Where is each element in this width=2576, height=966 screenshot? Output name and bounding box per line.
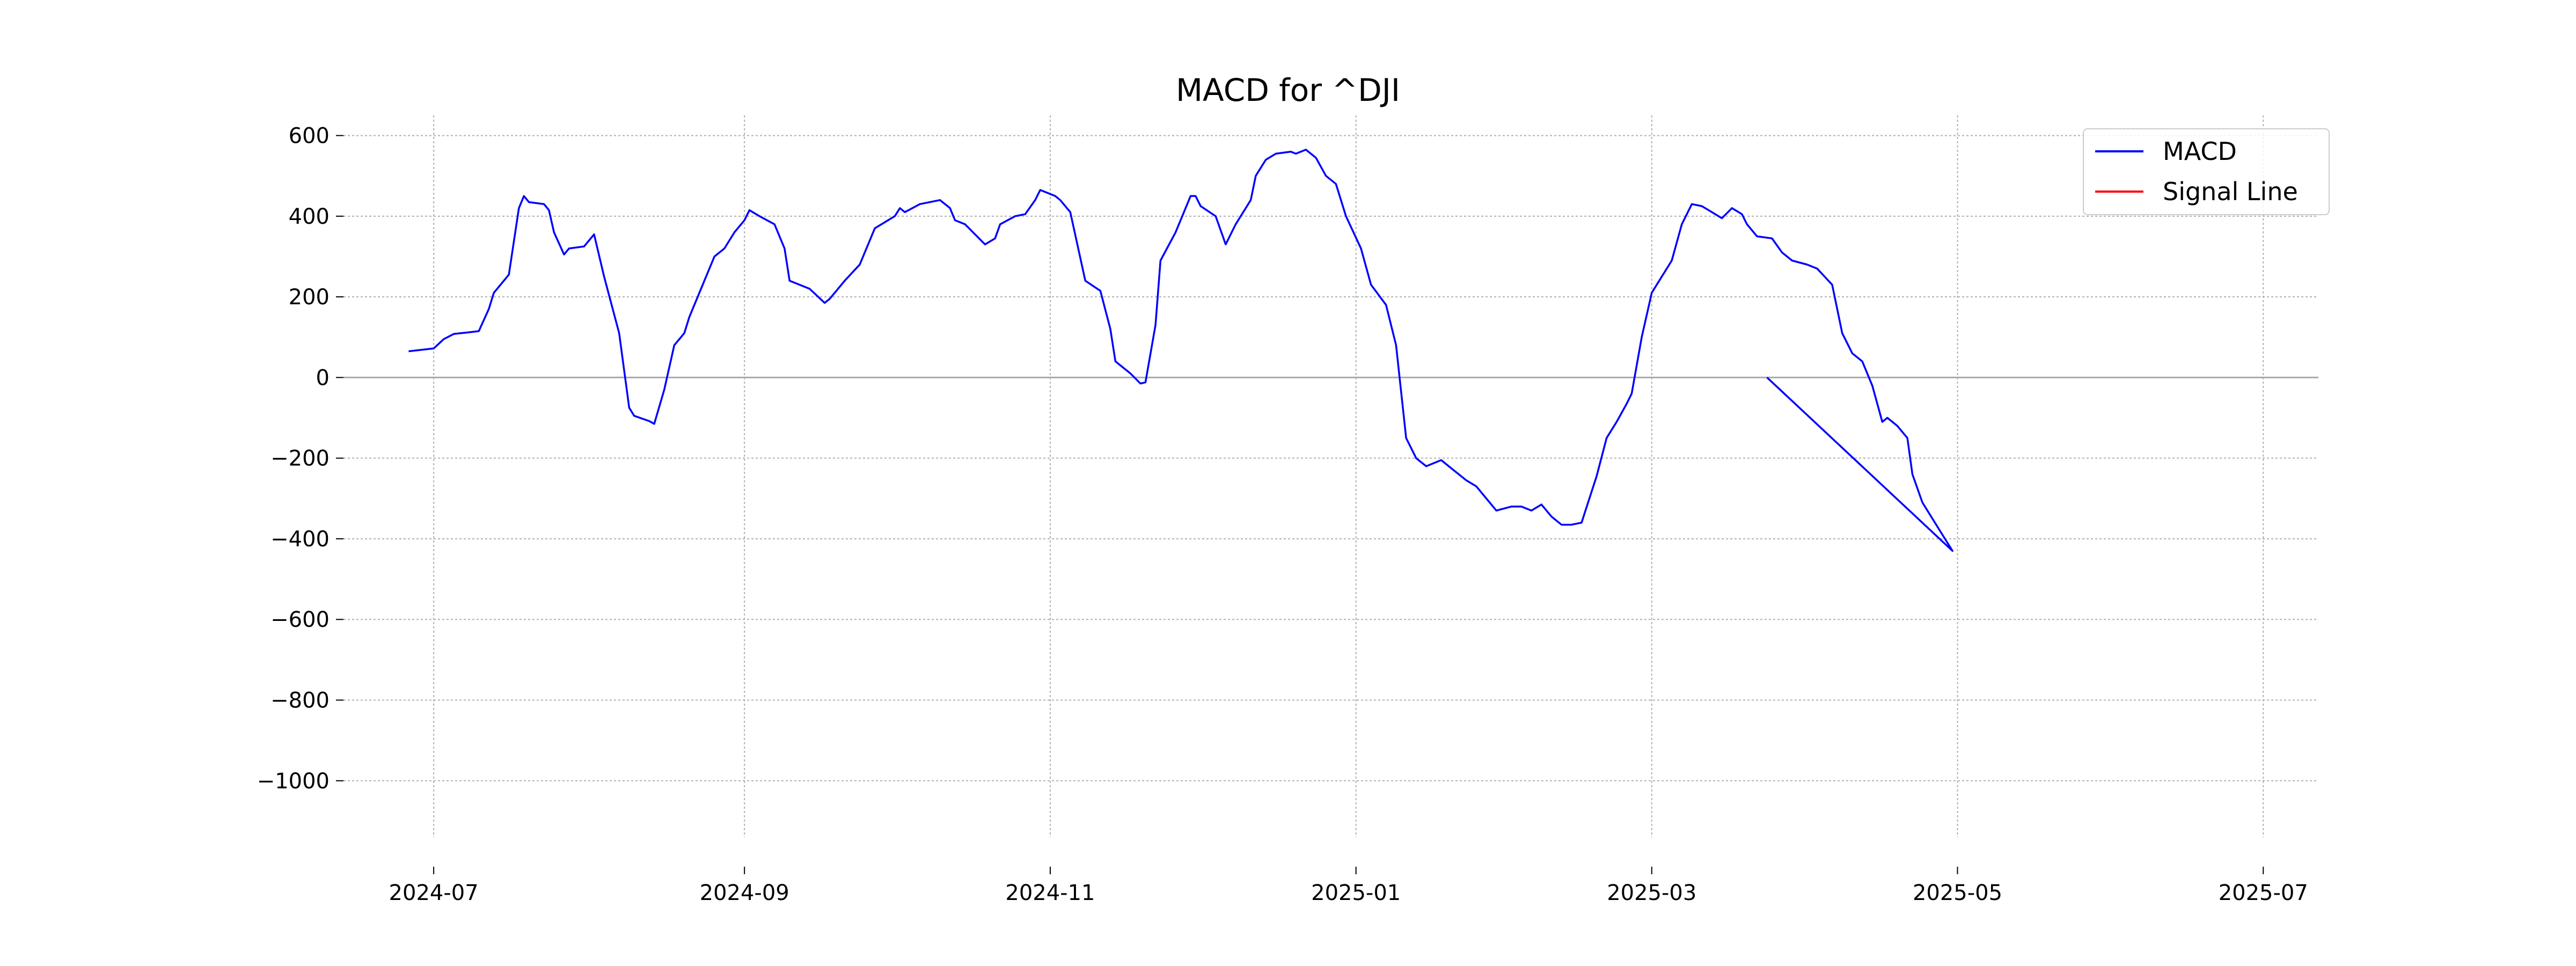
x-tick-label: 2025-05: [1913, 881, 2002, 905]
legend: MACD Signal Line: [2083, 128, 2330, 215]
y-tick-label: 0: [316, 365, 330, 390]
legend-label: Signal Line: [2163, 177, 2298, 206]
x-tick-label: 2024-07: [389, 881, 479, 905]
series-line-macd: [408, 149, 1953, 552]
y-tick-label: −400: [270, 527, 330, 552]
grid-lines: [343, 115, 2318, 837]
chart-title: MACD for ^DJI: [1176, 72, 1400, 108]
x-tick-label: 2025-07: [2219, 881, 2308, 905]
y-axis-ticks: 600 400 200 0 −200 −400 −600 −800 −1000: [257, 124, 343, 794]
y-tick-label: 200: [289, 285, 330, 310]
x-tick-label: 2024-09: [700, 881, 789, 905]
legend-label: MACD: [2163, 137, 2237, 166]
x-axis-ticks: 2024-07 2024-09 2024-11 2025-01 2025-03 2025-…: [389, 867, 2308, 905]
series-lines: [408, 149, 1953, 552]
y-tick-label: −600: [270, 608, 330, 632]
legend-box: [2083, 128, 2330, 215]
x-tick-label: 2025-03: [1607, 881, 1696, 905]
y-tick-label: 600: [289, 124, 330, 149]
y-tick-label: 400: [289, 204, 330, 229]
y-tick-label: −1000: [257, 769, 330, 794]
y-tick-label: −200: [270, 447, 330, 471]
y-tick-label: −800: [270, 689, 330, 713]
x-tick-label: 2024-11: [1005, 881, 1095, 905]
x-tick-label: 2025-01: [1311, 881, 1401, 905]
